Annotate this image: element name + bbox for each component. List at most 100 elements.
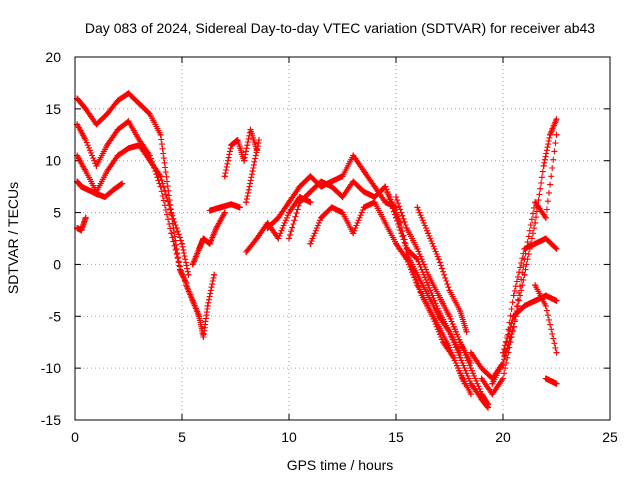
data-point [350, 178, 357, 185]
x-tick-label: 15 [388, 429, 404, 445]
data-point [318, 178, 325, 185]
data-point [478, 391, 485, 398]
data-point [234, 137, 241, 143]
data-point [136, 100, 143, 107]
series-trace-9 [221, 126, 260, 180]
data-point [328, 178, 335, 185]
data-point [542, 375, 549, 382]
data-point [553, 349, 560, 356]
data-point [500, 375, 506, 382]
series-trace-14 [307, 199, 474, 398]
data-point [414, 271, 421, 278]
data-point [467, 349, 474, 356]
data-point [228, 142, 235, 149]
data-point [521, 302, 528, 309]
data-point [136, 142, 143, 149]
data-point [168, 230, 175, 237]
series-trace-6 [183, 271, 218, 340]
data-point [221, 209, 228, 216]
y-tick-label: -5 [49, 308, 62, 324]
series-trace-17 [393, 194, 474, 366]
x-tick-label: 0 [71, 429, 79, 445]
y-tick-label: 5 [53, 205, 61, 221]
data-point [360, 204, 367, 211]
data-point [328, 183, 335, 190]
y-tick-labels: -15 -10 -5 0 5 10 15 20 [41, 49, 61, 428]
data-point [339, 173, 346, 180]
data-point [553, 116, 560, 123]
data-point [125, 145, 132, 152]
data-point [157, 131, 164, 138]
data-point [478, 375, 485, 382]
data-point [82, 214, 89, 221]
data-point [549, 378, 556, 385]
data-point [414, 204, 421, 211]
data-point [249, 168, 256, 175]
data-point [104, 142, 111, 149]
data-point [467, 391, 474, 398]
data-point [84, 186, 91, 193]
data-point [339, 194, 346, 200]
data-point [425, 282, 432, 289]
data-point [179, 240, 185, 247]
data-point [78, 183, 85, 190]
data-point [243, 249, 250, 255]
x-tick-label: 25 [602, 429, 618, 445]
series-trace-25 [532, 282, 560, 356]
data-point [307, 240, 314, 247]
data-point [393, 240, 399, 247]
data-point [296, 199, 303, 206]
data-point [264, 219, 271, 226]
data-point [425, 271, 432, 278]
data-point [217, 204, 224, 211]
data-point [157, 183, 164, 190]
data-point [114, 152, 121, 159]
data-point [183, 282, 190, 289]
data-point [243, 199, 250, 206]
data-point [371, 199, 378, 206]
data-point [296, 194, 303, 200]
series-trace-16 [388, 199, 468, 387]
data-point [532, 282, 539, 289]
series-trace-2 [74, 118, 185, 278]
data-point [382, 183, 389, 190]
series-trace-10 [243, 137, 262, 206]
data-point [104, 111, 111, 117]
data-point [532, 240, 539, 247]
data-point [241, 157, 248, 164]
data-point [440, 339, 447, 346]
data-point [500, 360, 506, 366]
data-point [168, 209, 175, 216]
series-trace-8 [206, 201, 243, 214]
data-point [371, 194, 378, 200]
data-point [382, 219, 389, 226]
data-point [189, 261, 196, 268]
data-point [296, 183, 303, 190]
data-point [93, 190, 100, 197]
data-point [236, 204, 243, 211]
data-point [457, 354, 464, 361]
data-point [206, 240, 213, 247]
data-point [382, 199, 389, 206]
data-point [350, 152, 357, 159]
data-point [196, 245, 203, 252]
data-point [200, 334, 207, 340]
data-point [328, 204, 335, 211]
data-point [467, 380, 474, 387]
data-point [318, 183, 325, 190]
y-tick-label: 0 [53, 256, 61, 272]
data-point [286, 235, 292, 242]
y-tick-label: 20 [45, 49, 61, 65]
chart-title: Day 083 of 2024, Sidereal Day-to-day VTE… [85, 20, 595, 36]
grid-lines [75, 57, 610, 420]
data-point [275, 235, 282, 242]
data-point [157, 173, 164, 180]
data-point [435, 256, 442, 263]
data-point [553, 297, 560, 304]
y-axis-label: SDTVAR / TECUs [5, 182, 21, 294]
data-point [467, 365, 474, 372]
series-trace-12 [264, 152, 399, 232]
data-point [446, 328, 453, 335]
series-trace-20 [435, 292, 491, 408]
